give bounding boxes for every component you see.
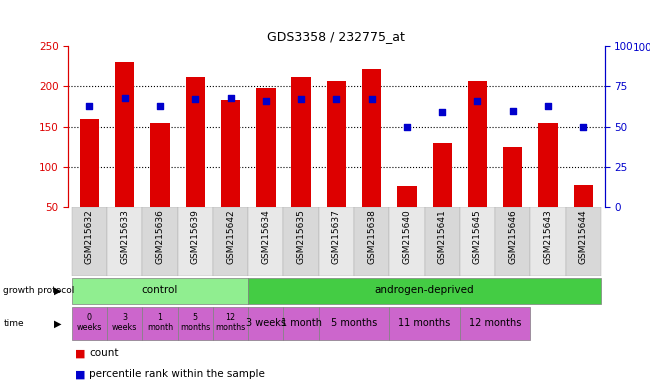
Bar [318, 207, 354, 276]
Bar [530, 207, 566, 276]
Bar [327, 81, 346, 207]
Text: androgen-deprived: androgen-deprived [375, 285, 474, 295]
Bar [142, 207, 177, 276]
Text: 5
months: 5 months [180, 313, 211, 333]
Bar [115, 62, 135, 207]
Text: ■: ■ [75, 348, 89, 358]
Bar [142, 307, 177, 340]
Point [296, 96, 306, 103]
Point [190, 96, 200, 103]
Text: 3
weeks: 3 weeks [112, 313, 137, 333]
Text: GSM215633: GSM215633 [120, 209, 129, 264]
Bar [389, 307, 460, 340]
Bar [248, 307, 283, 340]
Text: time: time [3, 319, 24, 328]
Text: 12
months: 12 months [215, 313, 246, 333]
Point [543, 103, 553, 109]
Text: GSM215642: GSM215642 [226, 209, 235, 264]
Point [508, 108, 518, 114]
Bar [177, 207, 213, 276]
Bar [283, 307, 318, 340]
Point [402, 124, 412, 130]
Bar [248, 278, 601, 304]
Bar [503, 147, 523, 207]
Text: GSM215640: GSM215640 [402, 209, 411, 264]
Point [437, 109, 447, 115]
Bar [213, 307, 248, 340]
Y-axis label: 100%: 100% [632, 43, 650, 53]
Point [226, 94, 236, 101]
Bar [460, 207, 495, 276]
Text: ▶: ▶ [54, 318, 62, 329]
Point [120, 94, 130, 101]
Text: 1 month: 1 month [281, 318, 322, 328]
Bar [80, 119, 99, 207]
Text: GSM215639: GSM215639 [190, 209, 200, 264]
Bar [574, 185, 593, 207]
Bar [538, 123, 558, 207]
Text: 0
weeks: 0 weeks [77, 313, 102, 333]
Text: ▶: ▶ [54, 286, 62, 296]
Bar [495, 207, 530, 276]
Bar [283, 207, 318, 276]
Bar [354, 207, 389, 276]
Bar [424, 207, 460, 276]
Bar [213, 207, 248, 276]
Bar [107, 207, 142, 276]
Text: 1
month: 1 month [147, 313, 173, 333]
Bar [72, 278, 248, 304]
Text: GSM215645: GSM215645 [473, 209, 482, 264]
Text: 11 months: 11 months [398, 318, 450, 328]
Bar [150, 123, 170, 207]
Text: GSM215643: GSM215643 [543, 209, 552, 264]
Point [155, 103, 165, 109]
Text: 12 months: 12 months [469, 318, 521, 328]
Text: GSM215637: GSM215637 [332, 209, 341, 264]
Bar [432, 143, 452, 207]
Bar [460, 307, 530, 340]
Title: GDS3358 / 232775_at: GDS3358 / 232775_at [267, 30, 406, 43]
Text: percentile rank within the sample: percentile rank within the sample [89, 369, 265, 379]
Bar [248, 207, 283, 276]
Text: control: control [142, 285, 178, 295]
Point [473, 98, 483, 104]
Text: GSM215641: GSM215641 [437, 209, 447, 264]
Bar [389, 207, 424, 276]
Text: GSM215632: GSM215632 [85, 209, 94, 264]
Bar [185, 77, 205, 207]
Bar [256, 88, 276, 207]
Text: ■: ■ [75, 369, 89, 379]
Bar [221, 100, 240, 207]
Point [367, 96, 377, 103]
Bar [107, 307, 142, 340]
Point [578, 124, 588, 130]
Point [261, 98, 271, 104]
Text: 3 weeks: 3 weeks [246, 318, 286, 328]
Text: count: count [89, 348, 118, 358]
Text: 5 months: 5 months [331, 318, 377, 328]
Bar [291, 77, 311, 207]
Text: GSM215644: GSM215644 [579, 209, 588, 264]
Bar [177, 307, 213, 340]
Bar [468, 81, 488, 207]
Text: GSM215646: GSM215646 [508, 209, 517, 264]
Point [331, 96, 342, 103]
Bar [397, 186, 417, 207]
Bar [318, 307, 389, 340]
Bar [566, 207, 601, 276]
Text: GSM215638: GSM215638 [367, 209, 376, 264]
Text: growth protocol: growth protocol [3, 286, 75, 295]
Text: GSM215635: GSM215635 [296, 209, 306, 264]
Text: GSM215636: GSM215636 [155, 209, 164, 264]
Bar [72, 207, 107, 276]
Point [84, 103, 95, 109]
Text: GSM215634: GSM215634 [261, 209, 270, 264]
Bar [362, 69, 382, 207]
Bar [72, 307, 107, 340]
